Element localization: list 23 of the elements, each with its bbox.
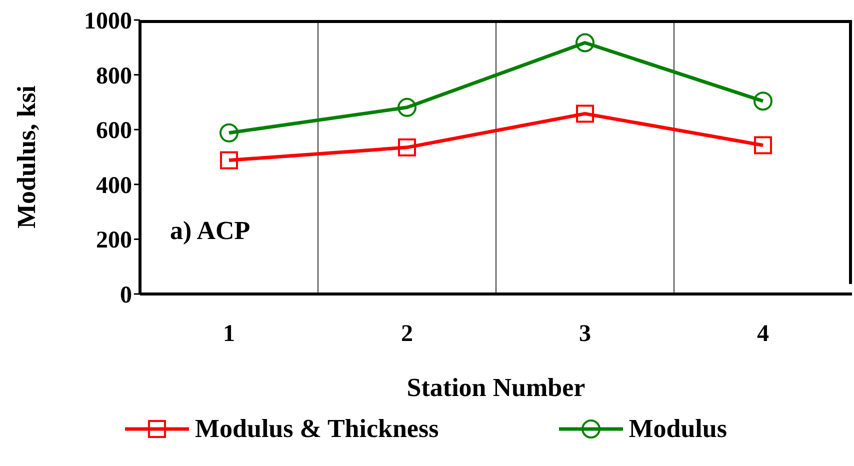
annotation: a) ACP xyxy=(170,216,250,246)
legend-label: Modulus & Thickness xyxy=(195,414,439,444)
point xyxy=(754,136,772,154)
point xyxy=(398,138,416,156)
y-axis-title: Modulus, ksi xyxy=(12,85,42,229)
x-tick-label: 4 xyxy=(757,321,769,348)
x-tick-label: 2 xyxy=(401,321,413,348)
point xyxy=(576,33,594,52)
y-tick-label: 600 xyxy=(96,118,132,144)
legend-label: Modulus xyxy=(628,414,727,444)
x-axis-title: Station Number xyxy=(406,373,586,402)
y-tick-label: 400 xyxy=(96,172,132,199)
point xyxy=(220,123,238,142)
y-tick-label: 1000 xyxy=(84,8,132,35)
y-tick-label: 800 xyxy=(96,63,132,90)
x-tick-label: 1 xyxy=(223,321,235,348)
point xyxy=(220,151,238,170)
x-tick-label: 3 xyxy=(579,321,591,348)
y-tick-label: 200 xyxy=(96,228,132,254)
point xyxy=(398,98,416,117)
point xyxy=(576,104,594,123)
y-tick-label: 0 xyxy=(120,282,132,309)
point xyxy=(754,92,772,111)
